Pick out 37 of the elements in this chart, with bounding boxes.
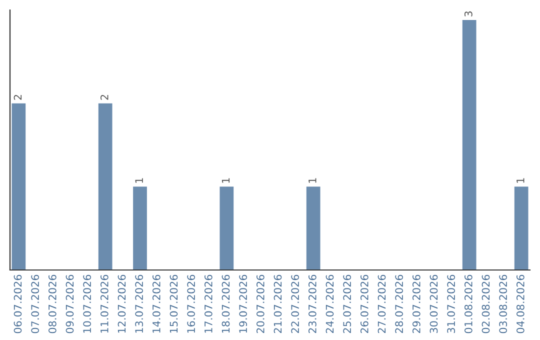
x-tick-label: 07.07.2026: [31, 274, 40, 334]
x-tick-label: 20.07.2026: [256, 274, 264, 334]
data-label: 1: [308, 178, 316, 183]
data-label: 1: [222, 178, 230, 183]
data-label: 3: [464, 11, 472, 16]
x-tick-label: 16.07.2026: [187, 274, 196, 333]
data-label: 1: [516, 178, 524, 183]
x-tick-label: 21.07.2026: [274, 274, 282, 334]
x-tick-label: 17.07.2026: [204, 274, 212, 333]
x-tick-label: 12.07.2026: [118, 274, 126, 333]
x-tick-label: 06.07.2026: [14, 274, 22, 334]
x-tick-label: 26.07.2026: [360, 274, 368, 334]
x-tick-label: 02.08.2026: [482, 274, 490, 334]
x-tick-label: 13.07.2026: [135, 274, 144, 333]
x-tick-label: 15.07.2026: [170, 274, 178, 333]
x-tick-label: 18.07.2026: [222, 274, 230, 333]
x-tick-label: 08.07.2026: [48, 274, 56, 334]
x-tick-label: 22.07.2026: [291, 274, 300, 334]
x-tick-label: 28.07.2026: [395, 274, 404, 334]
data-label: 2: [14, 94, 22, 100]
x-tick-label: 03.08.2026: [499, 274, 508, 334]
x-tick-label: 27.07.2026: [378, 274, 386, 334]
x-tick-label: 25.07.2026: [343, 274, 352, 334]
x-tick-label: 14.07.2026: [152, 274, 160, 333]
x-tick-label: 01.08.2026: [464, 274, 472, 334]
x-tick-label: 23.07.2026: [308, 274, 316, 334]
x-tick-label: 29.07.2026: [412, 274, 420, 334]
x-tick-label: 24.07.2026: [326, 274, 334, 334]
x-tick-label: 31.07.2026: [447, 274, 456, 334]
x-tick-label: 09.07.2026: [66, 274, 74, 334]
data-label: 2: [100, 94, 108, 100]
x-tick-label: 30.07.2026: [430, 274, 438, 334]
x-tick-label: 19.07.2026: [239, 274, 248, 333]
x-tick-label: 04.08.2026: [516, 274, 524, 334]
data-label: 1: [135, 178, 143, 183]
x-tick-label: 11.07.2026: [100, 274, 108, 333]
x-tick-label: 10.07.2026: [83, 274, 92, 333]
